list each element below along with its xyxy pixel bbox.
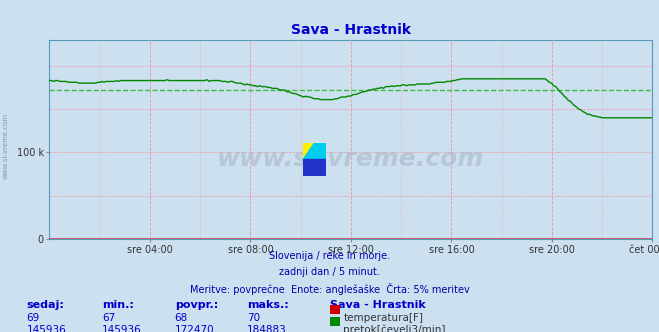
- Text: 67: 67: [102, 313, 115, 323]
- Text: 184883: 184883: [247, 325, 287, 332]
- Text: povpr.:: povpr.:: [175, 300, 218, 310]
- Text: maks.:: maks.:: [247, 300, 289, 310]
- Text: min.:: min.:: [102, 300, 134, 310]
- Text: 70: 70: [247, 313, 260, 323]
- Text: 69: 69: [26, 313, 40, 323]
- Text: sedaj:: sedaj:: [26, 300, 64, 310]
- Polygon shape: [303, 159, 326, 176]
- Text: 145936: 145936: [102, 325, 142, 332]
- Text: zadnji dan / 5 minut.: zadnji dan / 5 minut.: [279, 267, 380, 277]
- Text: www.si-vreme.com: www.si-vreme.com: [2, 113, 9, 179]
- Polygon shape: [303, 143, 326, 159]
- Title: Sava - Hrastnik: Sava - Hrastnik: [291, 23, 411, 37]
- Text: 68: 68: [175, 313, 188, 323]
- Text: temperatura[F]: temperatura[F]: [343, 313, 423, 323]
- Text: Sava - Hrastnik: Sava - Hrastnik: [330, 300, 425, 310]
- Text: Slovenija / reke in morje.: Slovenija / reke in morje.: [269, 251, 390, 261]
- Text: pretok[čevelj3/min]: pretok[čevelj3/min]: [343, 325, 446, 332]
- Text: Meritve: povprečne  Enote: anglešaške  Črta: 5% meritev: Meritve: povprečne Enote: anglešaške Črt…: [190, 283, 469, 294]
- Text: 145936: 145936: [26, 325, 66, 332]
- Polygon shape: [303, 143, 315, 159]
- Text: www.si-vreme.com: www.si-vreme.com: [217, 147, 484, 171]
- Text: 172470: 172470: [175, 325, 214, 332]
